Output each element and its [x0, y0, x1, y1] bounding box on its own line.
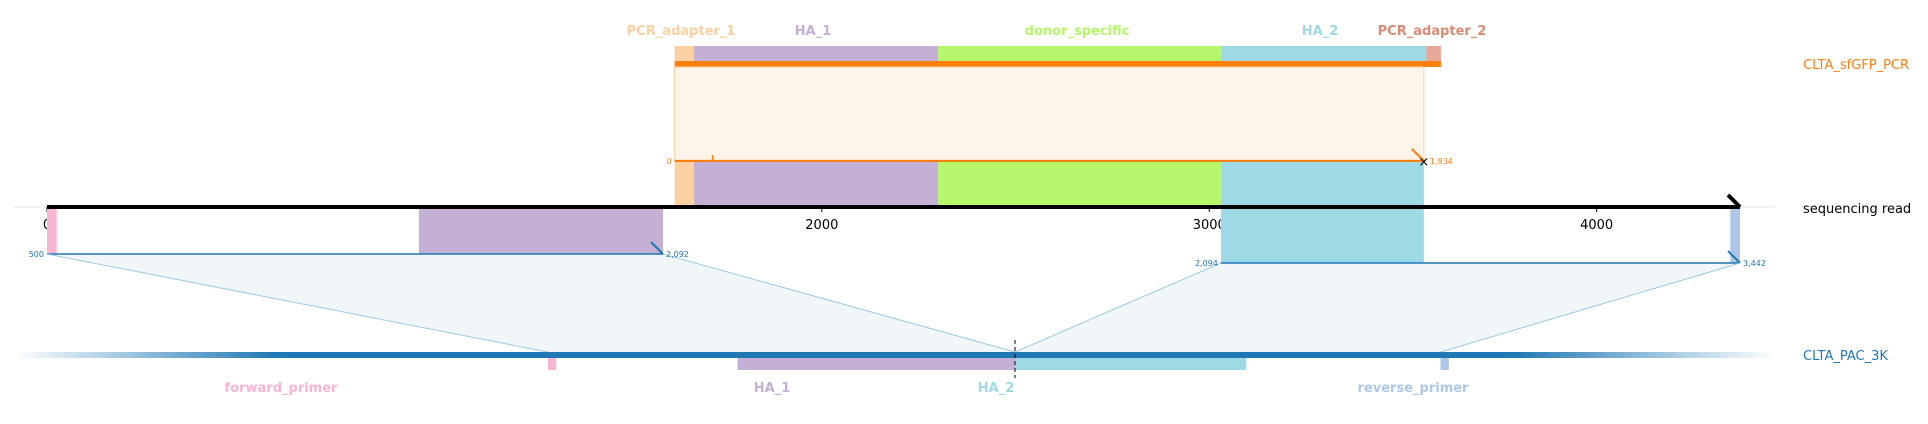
- alignment-connector-left: [1014, 262, 1222, 353]
- donor-reference-line: [674, 61, 1441, 67]
- alignment-layer: 500 2,092 2,094 3,442: [29, 209, 1766, 353]
- alignment-end-label: 3,442: [1743, 259, 1766, 268]
- alignment-end-label: 2,092: [666, 250, 689, 259]
- donor-alignment-box: [674, 66, 1425, 161]
- donor-read-feature-pcr-adapter-1: [674, 161, 694, 207]
- donor-feature-ha-1: [693, 46, 939, 64]
- donor-read-feature-ha-1: [693, 161, 939, 207]
- read-axis-tick-label: 2000: [805, 218, 838, 233]
- read-axis-tick-label: 4000: [1580, 218, 1613, 233]
- target-feature-label-forward-primer: forward_primer: [225, 381, 339, 396]
- target-layer: forward_primer HA_1 HA_2 reverse_primer: [14, 340, 1775, 396]
- alignment-read-feature-ha-2: [1220, 209, 1424, 263]
- alignment-connector-right: [662, 253, 1016, 353]
- donor-layer: PCR_adapter_1 HA_1 donor_specific HA_2 PCR_a…: [627, 24, 1487, 207]
- target-feature-label-reverse-primer: reverse_primer: [1358, 381, 1470, 396]
- donor-feature-label-pcr-adapter-2: PCR_adapter_2: [1378, 24, 1487, 39]
- donor-feature-pcr-adapter-2: [1426, 46, 1441, 64]
- donor-end-cross-icon: ×: [1418, 155, 1429, 170]
- target-feature-ha-2: [1015, 358, 1247, 370]
- target-feature-label-ha-2: HA_2: [978, 381, 1015, 396]
- alignment-end-marker: [650, 241, 664, 255]
- donor-start-label: 0: [667, 157, 672, 166]
- alignment-connector-left: [46, 253, 548, 353]
- alignment-start-label: 2,094: [1195, 259, 1218, 268]
- donor-feature-label-donor-specific: donor_specific: [1025, 24, 1130, 39]
- alignment-connector-right: [1440, 262, 1741, 353]
- alignment-read-feature-forward-primer: [47, 209, 57, 254]
- target-feature-ha-1: [737, 358, 1015, 370]
- alignment-read-feature-ha-1: [418, 209, 663, 254]
- read-axis-tick-label: 3000: [1193, 218, 1226, 233]
- alignment-start-label: 500: [29, 250, 44, 259]
- donor-feature-label-pcr-adapter-1: PCR_adapter_1: [627, 24, 736, 39]
- read-end-hook: [1726, 193, 1742, 209]
- target-feature-label-ha-1: HA_1: [754, 381, 791, 396]
- alignment-end-marker: [1727, 250, 1741, 264]
- target-feature-forward-primer: [547, 358, 557, 370]
- donor-end-label: 1,934: [1430, 157, 1453, 166]
- donor-feature-ha-2: [1220, 46, 1427, 64]
- alignment-read-feature-reverse-primer: [1730, 209, 1740, 263]
- target-name-label: CLTA_PAC_3K: [1803, 349, 1888, 364]
- donor-feature-label-ha-2: HA_2: [1302, 24, 1339, 39]
- alignment-shade: [1015, 263, 1740, 352]
- read-name-label: sequencing read: [1803, 202, 1911, 217]
- target-feature-reverse-primer: [1440, 358, 1449, 370]
- donor-feature-donor-specific: [938, 46, 1221, 64]
- target-reference-line: [14, 352, 1775, 358]
- donor-feature-pcr-adapter-1: [674, 46, 694, 64]
- alignment-shade: [47, 254, 1015, 352]
- donor-alignment-end-marker: [1411, 148, 1425, 162]
- donor-read-feature-donor-specific: [938, 161, 1221, 207]
- donor-name-label: CLTA_sfGFP_PCR: [1803, 58, 1909, 73]
- donor-read-feature-ha-2: [1220, 161, 1424, 207]
- donor-feature-label-ha-1: HA_1: [795, 24, 832, 39]
